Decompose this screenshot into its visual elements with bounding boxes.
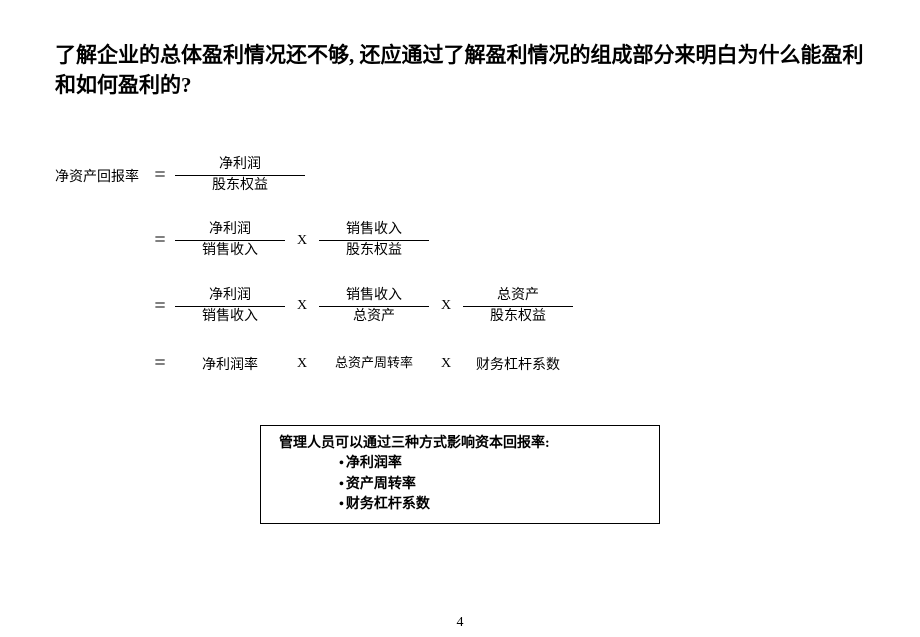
numerator: 销售收入 bbox=[346, 221, 402, 240]
formula-block: 净资产回报率 = 净利润 股东权益 = 净利润 销售收入 X 销售收入 股东权益… bbox=[55, 156, 865, 375]
denominator: 总资产 bbox=[319, 306, 429, 326]
callout-lead: 管理人员可以通过三种方式影响资本回报率: bbox=[279, 434, 641, 454]
formula-row-3: = 净利润 销售收入 X 销售收入 总资产 X 总资产 股东权益 bbox=[55, 287, 865, 326]
denominator: 销售收入 bbox=[175, 306, 285, 326]
fraction: 总资产 股东权益 bbox=[463, 287, 573, 326]
page-number: 4 bbox=[0, 615, 920, 631]
multiply-sign: X bbox=[285, 298, 319, 314]
equals-sign: = bbox=[145, 295, 175, 318]
fraction: 销售收入 总资产 bbox=[319, 287, 429, 326]
fraction: 净利润 销售收入 bbox=[175, 221, 285, 260]
term: 总资产周转率 bbox=[319, 356, 429, 370]
denominator: 股东权益 bbox=[463, 306, 573, 326]
callout-item: 净利润率 bbox=[339, 454, 641, 474]
callout-list: 净利润率 资产周转率 财务杠杆系数 bbox=[279, 454, 641, 515]
callout-item: 资产周转率 bbox=[339, 475, 641, 495]
numerator: 净利润 bbox=[209, 221, 251, 240]
numerator: 销售收入 bbox=[346, 287, 402, 306]
denominator: 股东权益 bbox=[175, 175, 305, 195]
numerator: 净利润 bbox=[219, 156, 261, 175]
lhs-label: 净资产回报率 bbox=[55, 166, 145, 186]
fraction: 销售收入 股东权益 bbox=[319, 221, 429, 260]
slide-title: 了解企业的总体盈利情况还不够, 还应通过了解盈利情况的组成部分来明白为什么能盈利… bbox=[55, 40, 865, 101]
term: 净利润率 bbox=[175, 354, 285, 374]
equals-sign: = bbox=[145, 352, 175, 375]
fraction: 净利润 股东权益 bbox=[175, 156, 305, 195]
multiply-sign: X bbox=[429, 356, 463, 372]
equals-sign: = bbox=[145, 229, 175, 252]
callout-box: 管理人员可以通过三种方式影响资本回报率: 净利润率 资产周转率 财务杠杆系数 bbox=[260, 425, 660, 524]
numerator: 净利润 bbox=[209, 287, 251, 306]
term: 财务杠杆系数 bbox=[463, 354, 573, 374]
formula-row-4: = 净利润率 X 总资产周转率 X 财务杠杆系数 bbox=[55, 352, 865, 375]
numerator: 总资产 bbox=[497, 287, 539, 306]
formula-row-1: 净资产回报率 = 净利润 股东权益 bbox=[55, 156, 865, 195]
multiply-sign: X bbox=[429, 298, 463, 314]
fraction: 净利润 销售收入 bbox=[175, 287, 285, 326]
formula-row-2: = 净利润 销售收入 X 销售收入 股东权益 bbox=[55, 221, 865, 260]
equals-sign: = bbox=[145, 164, 175, 187]
multiply-sign: X bbox=[285, 356, 319, 372]
callout-item: 财务杠杆系数 bbox=[339, 495, 641, 515]
denominator: 股东权益 bbox=[319, 240, 429, 260]
denominator: 销售收入 bbox=[175, 240, 285, 260]
multiply-sign: X bbox=[285, 233, 319, 249]
